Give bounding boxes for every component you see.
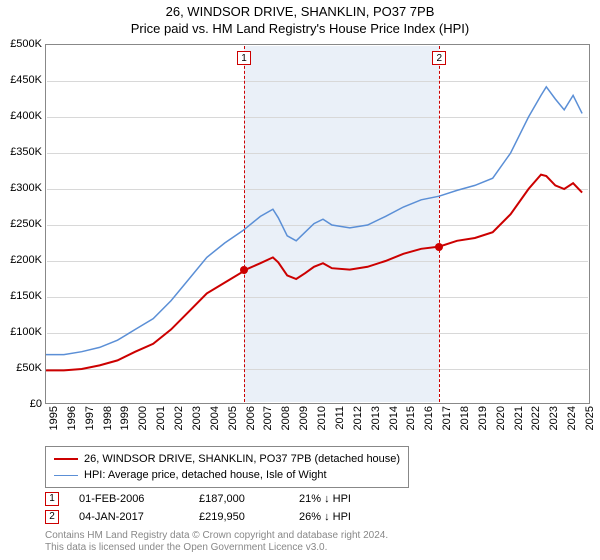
attribution-line1: Contains HM Land Registry data © Crown c… (45, 530, 388, 542)
x-tick-label: 2024 (566, 406, 578, 430)
x-tick-label: 2006 (245, 406, 257, 430)
x-tick-label: 2025 (584, 406, 596, 430)
legend: 26, WINDSOR DRIVE, SHANKLIN, PO37 7PB (d… (45, 446, 409, 488)
attribution: Contains HM Land Registry data © Crown c… (45, 530, 388, 554)
legend-swatch (54, 475, 78, 476)
sale-row-date: 04-JAN-2017 (79, 511, 199, 523)
x-tick-label: 2018 (459, 406, 471, 430)
sale-row: 2 04-JAN-2017£219,95026% ↓ HPI (45, 508, 399, 526)
x-tick-label: 1996 (66, 406, 78, 430)
chart-title-address: 26, WINDSOR DRIVE, SHANKLIN, PO37 7PB (0, 4, 600, 19)
x-tick-label: 2004 (209, 406, 221, 430)
chart-area: 12 1995199619971998199920002001200220032… (45, 44, 590, 404)
x-tick-label: 1995 (48, 406, 60, 430)
x-tick-label: 2016 (423, 406, 435, 430)
title-area: 26, WINDSOR DRIVE, SHANKLIN, PO37 7PB Pr… (0, 0, 600, 36)
y-tick-label: £500K (0, 38, 42, 50)
sale-row: 1 01-FEB-2006£187,00021% ↓ HPI (45, 490, 399, 508)
sale-row-marker: 2 (45, 510, 59, 524)
series-hpi (46, 87, 582, 355)
y-tick-label: £200K (0, 254, 42, 266)
attribution-line2: This data is licensed under the Open Gov… (45, 542, 388, 554)
x-tick-label: 2008 (280, 406, 292, 430)
x-tick-label: 2014 (388, 406, 400, 430)
x-tick-label: 2019 (477, 406, 489, 430)
x-tick-label: 1997 (84, 406, 96, 430)
x-tick-label: 2013 (370, 406, 382, 430)
legend-label: 26, WINDSOR DRIVE, SHANKLIN, PO37 7PB (d… (84, 451, 400, 467)
y-tick-label: £350K (0, 146, 42, 158)
x-tick-label: 2023 (548, 406, 560, 430)
sale-row-pct: 26% ↓ HPI (299, 511, 399, 523)
x-tick-label: 2003 (191, 406, 203, 430)
sales-table: 1 01-FEB-2006£187,00021% ↓ HPI 2 04-JAN-201… (45, 490, 399, 526)
sale-row-pct: 21% ↓ HPI (299, 493, 399, 505)
x-tick-label: 2009 (298, 406, 310, 430)
y-tick-label: £50K (0, 362, 42, 374)
sale-row-date: 01-FEB-2006 (79, 493, 199, 505)
line-series-svg (46, 45, 591, 405)
sale-row-marker: 1 (45, 492, 59, 506)
legend-row: 26, WINDSOR DRIVE, SHANKLIN, PO37 7PB (d… (54, 451, 400, 467)
x-tick-label: 2017 (441, 406, 453, 430)
sale-dot (435, 243, 443, 251)
x-tick-label: 2010 (316, 406, 328, 430)
x-tick-label: 2011 (334, 406, 346, 430)
series-subject (46, 175, 582, 371)
y-tick-label: £300K (0, 182, 42, 194)
chart-container: 26, WINDSOR DRIVE, SHANKLIN, PO37 7PB Pr… (0, 0, 600, 560)
x-tick-label: 2002 (173, 406, 185, 430)
sale-marker-box: 1 (237, 51, 251, 65)
x-tick-label: 2001 (155, 406, 167, 430)
y-tick-label: £150K (0, 290, 42, 302)
legend-swatch (54, 458, 78, 460)
sale-row-price: £187,000 (199, 493, 299, 505)
sale-row-price: £219,950 (199, 511, 299, 523)
y-tick-label: £0 (0, 398, 42, 410)
x-tick-label: 1998 (102, 406, 114, 430)
sale-marker-box: 2 (432, 51, 446, 65)
x-tick-label: 2012 (352, 406, 364, 430)
sale-dot (240, 266, 248, 274)
x-tick-label: 2015 (405, 406, 417, 430)
legend-label: HPI: Average price, detached house, Isle… (84, 467, 327, 483)
x-tick-label: 2021 (513, 406, 525, 430)
x-tick-label: 2020 (495, 406, 507, 430)
chart-title-subtitle: Price paid vs. HM Land Registry's House … (0, 21, 600, 36)
x-tick-label: 2005 (227, 406, 239, 430)
x-tick-label: 1999 (119, 406, 131, 430)
y-tick-label: £450K (0, 74, 42, 86)
y-tick-label: £100K (0, 326, 42, 338)
y-tick-label: £250K (0, 218, 42, 230)
x-tick-label: 2000 (137, 406, 149, 430)
legend-row: HPI: Average price, detached house, Isle… (54, 467, 400, 483)
plot-region: 12 (45, 44, 590, 404)
x-tick-label: 2022 (530, 406, 542, 430)
x-tick-label: 2007 (262, 406, 274, 430)
y-tick-label: £400K (0, 110, 42, 122)
